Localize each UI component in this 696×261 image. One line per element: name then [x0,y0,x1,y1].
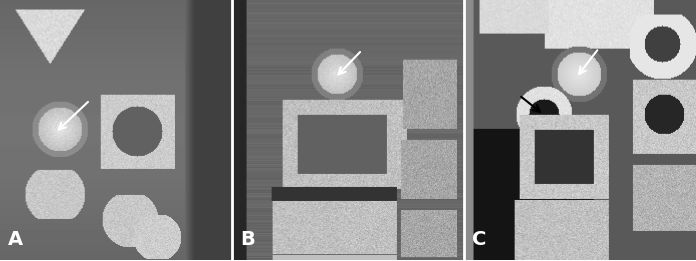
Text: B: B [240,230,255,249]
Text: A: A [8,230,23,249]
Text: C: C [472,230,487,249]
